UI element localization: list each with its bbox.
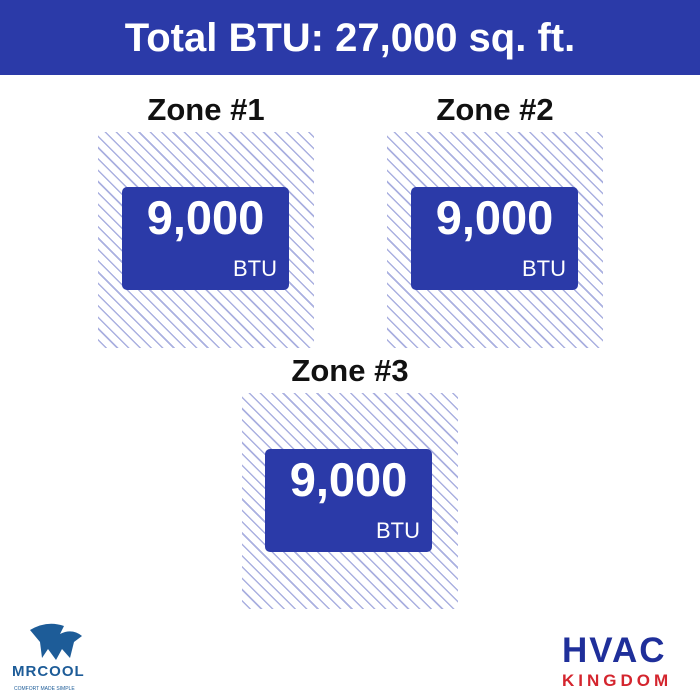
zone-1-card: 9,000 BTU	[122, 187, 289, 290]
mrcool-logo: MRCOOL COMFORT MADE SIMPLE	[12, 622, 112, 694]
zone-3-unit: BTU	[376, 518, 420, 543]
mrcool-tagline: COMFORT MADE SIMPLE	[14, 686, 75, 692]
polar-bear-icon: MRCOOL COMFORT MADE SIMPLE	[12, 623, 85, 692]
kingdom-logo-text: KINGDOM	[562, 671, 673, 690]
zone-1-value: 9,000	[146, 191, 265, 244]
hvac-logo-text: HVAC	[562, 631, 667, 670]
zone-1-unit: BTU	[233, 256, 277, 281]
zone-2-unit: BTU	[522, 256, 566, 281]
zone-3-title: Zone #3	[291, 353, 409, 388]
zone-1-title: Zone #1	[147, 92, 265, 127]
zone-2-card: 9,000 BTU	[411, 187, 578, 290]
hvac-kingdom-logo: HVAC KINGDOM	[562, 632, 692, 692]
mrcool-wordmark: MRCOOL	[12, 663, 85, 680]
zone-3-value: 9,000	[289, 453, 408, 506]
header-title: Total BTU: 27,000 sq. ft.	[0, 0, 700, 75]
zone-2-value: 9,000	[435, 191, 554, 244]
zone-3-card: 9,000 BTU	[265, 449, 432, 552]
zone-2-title: Zone #2	[436, 92, 554, 127]
